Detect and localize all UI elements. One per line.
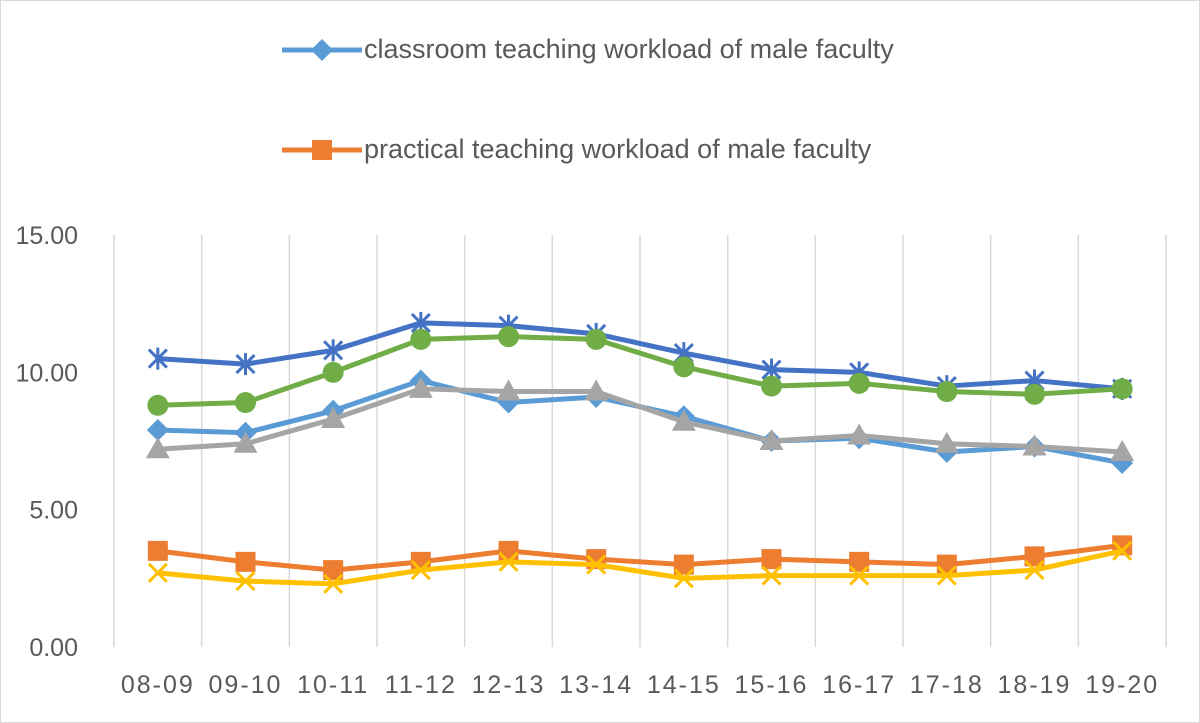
y-tick-label: 0.00 (29, 634, 78, 662)
x-tick-label: 16-17 (822, 671, 896, 699)
x-tick-label: 15-16 (735, 671, 809, 699)
series-group (145, 311, 1135, 594)
data-point (1111, 378, 1133, 400)
data-point (673, 356, 695, 378)
data-point (147, 394, 169, 416)
data-point (498, 540, 519, 561)
series-line (155, 548, 1125, 587)
y-tick-label: 10.00 (15, 359, 78, 387)
data-point (936, 381, 958, 403)
x-tick-label: 13-14 (559, 671, 633, 699)
series-line (155, 386, 1125, 455)
data-point (410, 560, 431, 581)
legend-label-classroom: classroom teaching workload of male facu… (364, 34, 894, 64)
data-point (147, 540, 168, 561)
series-line (155, 320, 1125, 392)
series-4 (147, 540, 1133, 594)
legend-label-practical: practical teaching workload of male facu… (364, 134, 872, 164)
data-point (1022, 434, 1047, 456)
data-point (410, 328, 432, 350)
data-point (498, 551, 519, 572)
data-point (1110, 439, 1135, 461)
data-point (585, 328, 607, 350)
data-point (761, 375, 782, 397)
data-point (586, 554, 607, 575)
data-point (322, 361, 344, 383)
data-point (673, 554, 694, 575)
data-point (235, 353, 256, 376)
data-point (1024, 546, 1045, 567)
data-point (934, 431, 959, 453)
data-point (1112, 540, 1133, 561)
data-point (673, 568, 694, 589)
data-point (323, 573, 344, 594)
y-tick-label: 15.00 (15, 222, 78, 250)
data-point (848, 372, 870, 394)
legend-swatch-practical (282, 139, 362, 160)
data-point (147, 562, 168, 583)
data-point (1024, 383, 1045, 405)
data-point (498, 326, 519, 348)
series-6 (147, 326, 1133, 416)
x-tick-label: 19-20 (1085, 671, 1159, 699)
legend-swatch-classroom (282, 38, 362, 61)
x-tick-label: 11-12 (385, 671, 457, 699)
data-point (235, 571, 256, 592)
data-point (671, 409, 696, 431)
data-point (1024, 560, 1045, 581)
data-point (235, 551, 256, 572)
data-point (323, 339, 344, 362)
data-point (233, 431, 258, 453)
data-point (146, 419, 169, 442)
data-point (496, 379, 521, 401)
y-axis-tick-labels: 0.00 5.00 10.00 15.00 (15, 222, 78, 662)
legend-item-practical: practical teaching workload of male facu… (282, 134, 871, 165)
data-point (761, 549, 782, 570)
series-line (155, 334, 1125, 408)
data-point (323, 560, 344, 581)
gridlines (113, 235, 1167, 647)
data-point (759, 429, 784, 450)
data-point (321, 407, 346, 429)
series-line (155, 542, 1125, 573)
x-tick-label: 18-19 (998, 671, 1072, 699)
data-point (408, 376, 433, 398)
x-axis-tick-labels: 08-09 09-10 10-11 11-12 12-13 13-14 14-15 15-16… (121, 671, 1159, 699)
x-tick-label: 08-09 (121, 671, 195, 699)
data-point (936, 565, 957, 586)
x-tick-label: 12-13 (472, 671, 546, 699)
data-point (849, 565, 870, 586)
x-tick-label: 17-18 (910, 671, 984, 699)
data-point (235, 392, 256, 414)
data-point (761, 565, 782, 586)
legend-item-classroom: classroom teaching workload of male facu… (282, 34, 894, 65)
data-point (849, 551, 870, 572)
x-tick-label: 09-10 (209, 671, 283, 699)
data-point (847, 423, 872, 445)
data-point (147, 347, 168, 370)
x-tick-label: 10-11 (297, 671, 369, 699)
data-point (584, 379, 609, 401)
x-tick-label: 14-15 (647, 671, 721, 699)
series-3 (145, 376, 1135, 461)
y-tick-label: 5.00 (29, 497, 78, 525)
data-point (936, 554, 957, 575)
data-point (145, 437, 170, 459)
